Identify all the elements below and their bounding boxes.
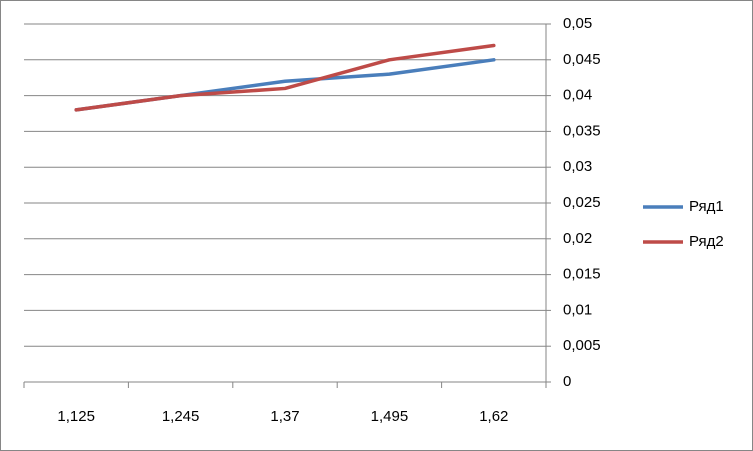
y-tick-label: 0,025 bbox=[563, 194, 601, 211]
y-tick-label: 0,04 bbox=[563, 87, 592, 104]
y-tick-label: 0,02 bbox=[563, 230, 592, 247]
y-tick-label: 0,03 bbox=[563, 158, 592, 175]
y-tick-label: 0,05 bbox=[563, 15, 592, 32]
y-tick-label: 0,005 bbox=[563, 337, 601, 354]
legend-label: Ряд1 bbox=[689, 198, 724, 215]
x-tick-label: 1,495 bbox=[371, 408, 409, 425]
y-tick-label: 0 bbox=[563, 373, 571, 390]
y-tick-label: 0,045 bbox=[563, 51, 601, 68]
legend-label: Ряд2 bbox=[689, 233, 724, 250]
series-line bbox=[74, 43, 496, 112]
x-tick-label: 1,125 bbox=[57, 408, 95, 425]
y-tick-label: 0,035 bbox=[563, 122, 601, 139]
y-tick-label: 0,01 bbox=[563, 301, 592, 318]
x-tick-label: 1,245 bbox=[162, 408, 200, 425]
x-tick-label: 1,37 bbox=[270, 408, 299, 425]
x-tick-label: 1,62 bbox=[479, 408, 508, 425]
y-tick-label: 0,015 bbox=[563, 266, 601, 283]
